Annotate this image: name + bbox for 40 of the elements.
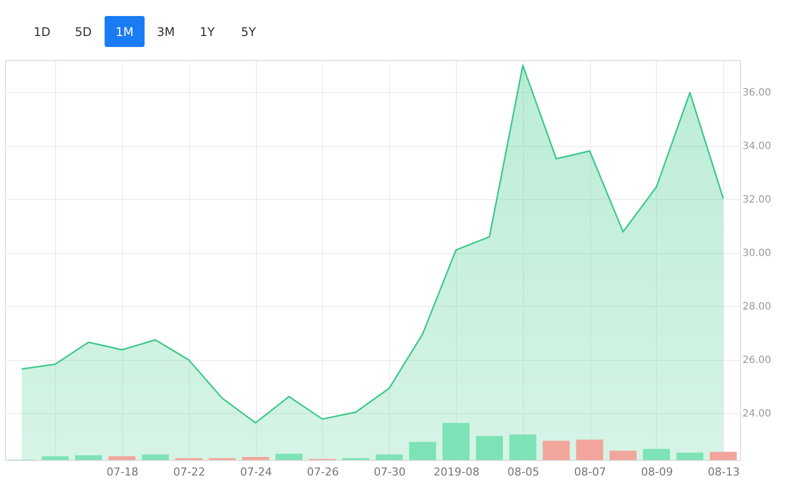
- x-tick-label: 08-09: [640, 466, 673, 478]
- x-tick-label: 07-26: [306, 466, 339, 478]
- x-tick-label: 07-18: [106, 466, 138, 478]
- bar: [610, 450, 637, 460]
- bar: [676, 452, 704, 460]
- x-tick-label: 07-30: [374, 466, 406, 478]
- bar: [75, 455, 102, 460]
- x-tick-label: 07-24: [240, 466, 272, 478]
- y-tick-label: 30.00: [742, 248, 772, 260]
- bar: [442, 423, 470, 460]
- text: 3M: [156, 25, 175, 39]
- x-tick-label: 2019-08: [434, 466, 480, 478]
- bar: [142, 454, 169, 460]
- bar: [242, 457, 270, 460]
- y-tick-label: 24.00: [742, 408, 772, 420]
- bar: [509, 434, 536, 460]
- bar: [275, 454, 302, 460]
- y-tick-label: 34.00: [742, 141, 772, 152]
- bar: [409, 442, 436, 460]
- text: 1Y: [200, 25, 216, 39]
- y-tick-label: 26.00: [742, 355, 772, 366]
- bar: [710, 452, 737, 460]
- x-tick-label: 07-22: [173, 466, 206, 478]
- bar: [476, 436, 503, 460]
- y-tick-label: 28.00: [742, 302, 772, 313]
- text: 1M: [116, 25, 134, 39]
- bar: [376, 454, 403, 460]
- x-tick-label: 08-07: [574, 466, 606, 478]
- bar: [42, 456, 69, 460]
- bar: [642, 448, 670, 460]
- text: 5Y: [241, 25, 257, 39]
- bar: [542, 440, 570, 460]
- x-tick-label: 08-05: [507, 466, 540, 478]
- bar: [576, 440, 604, 460]
- text: 5D: [74, 25, 92, 39]
- y-tick-label: 32.00: [742, 194, 772, 206]
- x-tick-label: 08-13: [708, 466, 740, 478]
- y-tick-label: 36.00: [742, 88, 772, 99]
- text: 1D: [34, 25, 50, 39]
- bar: [108, 456, 136, 460]
